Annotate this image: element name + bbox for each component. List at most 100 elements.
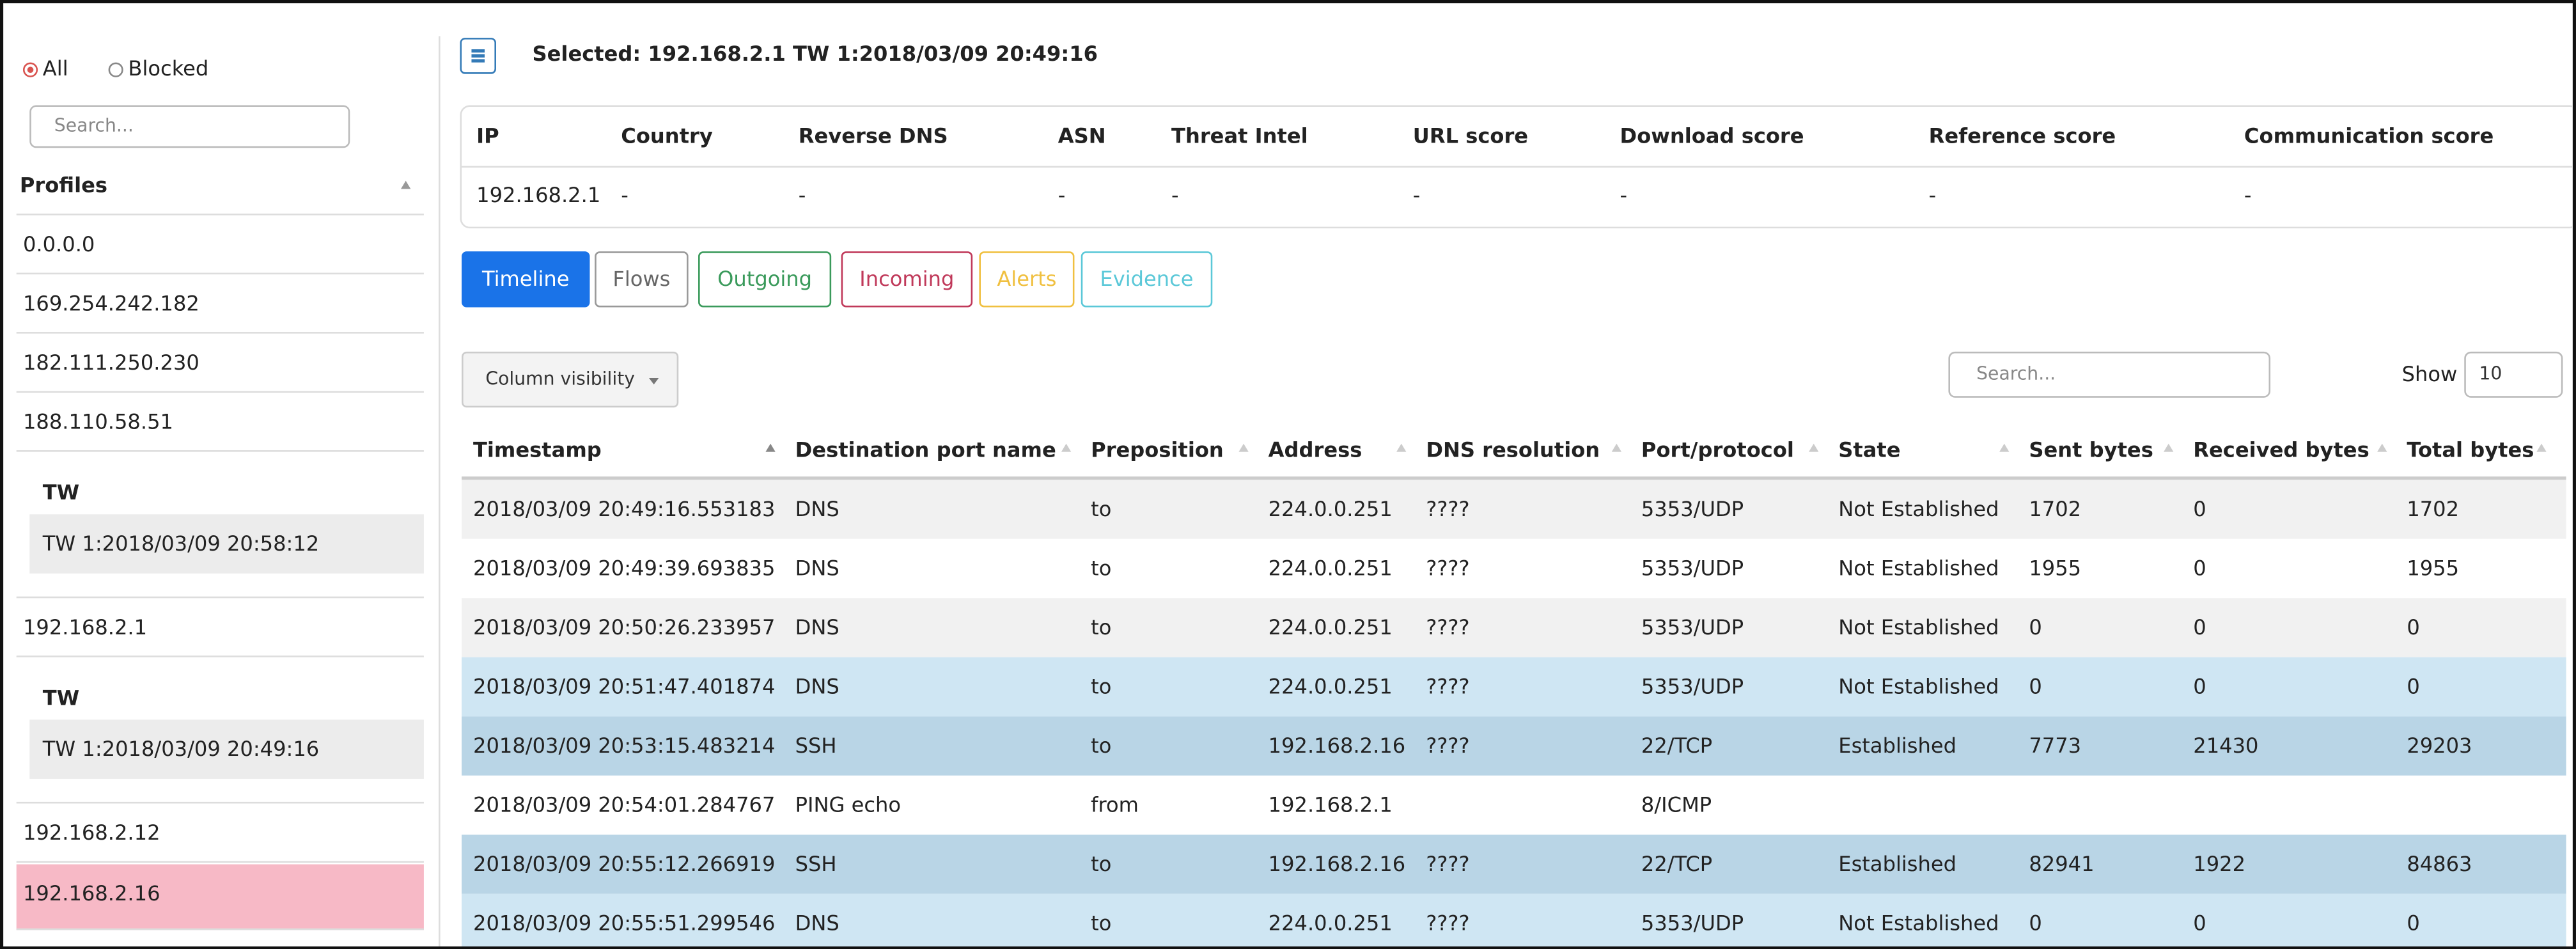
- table-cell: 7773: [2029, 732, 2082, 758]
- table-cell: 5353/UDP: [1641, 614, 1744, 639]
- table-cell: 1955: [2407, 555, 2460, 581]
- profile-item[interactable]: 192.168.2.1: [16, 598, 424, 657]
- column-header[interactable]: Destination port name: [795, 437, 1056, 462]
- info-column-header: Threat Intel: [1171, 123, 1308, 148]
- filter-radio[interactable]: All: [22, 56, 68, 81]
- table-cell: 192.168.2.1: [1268, 792, 1393, 817]
- column-header[interactable]: Sent bytes: [2029, 437, 2153, 462]
- filter-radio[interactable]: Blocked: [108, 56, 208, 81]
- page-size-select[interactable]: 10: [2464, 351, 2563, 398]
- column-header[interactable]: DNS resolution: [1426, 437, 1600, 462]
- table-cell: 224.0.0.251: [1268, 555, 1393, 581]
- sidebar-search[interactable]: Search...: [29, 105, 350, 148]
- selected-label: Selected: 192.168.2.1 TW 1:2018/03/09 20…: [532, 41, 1098, 66]
- table-row[interactable]: 2018/03/09 20:53:15.483214 SSH to 192.168.2…: [462, 716, 2566, 776]
- table-row[interactable]: 2018/03/09 20:51:47.401874 DNS to 224.0.0.2…: [462, 657, 2566, 717]
- sort-icon: [400, 180, 411, 189]
- profile-item[interactable]: 182.111.250.230: [16, 334, 424, 393]
- table-cell: 192.168.2.16: [1268, 851, 1406, 876]
- table-cell: ????: [1426, 910, 1470, 936]
- header-divider: [462, 476, 2566, 480]
- column-header[interactable]: Received bytes: [2193, 437, 2369, 462]
- filter-label: All: [42, 56, 68, 81]
- info-value: -: [1928, 182, 1937, 207]
- profile-item[interactable]: 188.110.58.51: [16, 393, 424, 452]
- table-row[interactable]: 2018/03/09 20:49:39.693835 DNS to 224.0.0.2…: [462, 538, 2566, 599]
- table-cell: 21430: [2193, 732, 2259, 758]
- table-cell: 0: [2407, 910, 2420, 936]
- column-header[interactable]: Total bytes: [2407, 437, 2534, 462]
- table-row[interactable]: 2018/03/09 20:50:26.233957 DNS to 224.0.0.2…: [462, 598, 2566, 657]
- profile-item[interactable]: 0.0.0.0: [16, 216, 424, 275]
- table-search[interactable]: Search...: [1948, 351, 2271, 398]
- table-cell: 2018/03/09 20:49:16.553183: [473, 496, 776, 521]
- sort-icon: [2164, 443, 2174, 452]
- menu-button[interactable]: [460, 38, 496, 74]
- table-cell: to: [1091, 910, 1112, 936]
- table-cell: 224.0.0.251: [1268, 496, 1393, 521]
- table-cell: DNS: [795, 614, 839, 639]
- table-cell: 2018/03/09 20:55:12.266919: [473, 851, 776, 876]
- column-header[interactable]: State: [1838, 437, 1901, 462]
- table-cell: 0: [2029, 614, 2042, 639]
- table-cell: 5353/UDP: [1641, 496, 1744, 521]
- table-cell: to: [1091, 673, 1112, 699]
- sort-icon: [2377, 443, 2387, 452]
- info-column-header: Country: [621, 123, 713, 148]
- table-row[interactable]: 2018/03/09 20:54:01.284767 PING echo from 1…: [462, 775, 2566, 835]
- tab[interactable]: Incoming: [841, 251, 973, 308]
- table-cell: 2018/03/09 20:54:01.284767: [473, 792, 776, 817]
- info-table: [460, 105, 2573, 229]
- column-visibility-button[interactable]: Column visibility: [462, 351, 679, 408]
- table-cell: 5353/UDP: [1641, 555, 1744, 581]
- tab[interactable]: Timeline: [462, 251, 590, 308]
- column-header[interactable]: Timestamp: [473, 437, 602, 462]
- table-cell: 29203: [2407, 732, 2472, 758]
- show-label: Show: [2401, 361, 2458, 386]
- sort-icon: [1061, 443, 1072, 452]
- tab[interactable]: Outgoing: [698, 251, 832, 308]
- profile-item[interactable]: 192.168.2.12: [16, 803, 424, 863]
- table-row[interactable]: 2018/03/09 20:55:51.299546 DNS to 224.0.0.2…: [462, 893, 2566, 946]
- tab[interactable]: Alerts: [979, 251, 1075, 308]
- tab[interactable]: Evidence: [1081, 251, 1213, 308]
- table-cell: 0: [2029, 910, 2042, 936]
- table-cell: from: [1091, 792, 1139, 817]
- table-cell: ????: [1426, 555, 1470, 581]
- info-column-header: Reverse DNS: [798, 123, 948, 148]
- column-header[interactable]: Address: [1268, 437, 1362, 462]
- table-cell: PING echo: [795, 792, 902, 817]
- table-cell: 22/TCP: [1641, 732, 1713, 758]
- column-header[interactable]: Port/protocol: [1641, 437, 1794, 462]
- tab[interactable]: Flows: [595, 251, 689, 308]
- profile-item[interactable]: 169.254.242.182: [16, 274, 424, 334]
- table-cell: 0: [2407, 614, 2420, 639]
- table-cell: DNS: [795, 555, 839, 581]
- info-column-header: Reference score: [1928, 123, 2116, 148]
- table-row[interactable]: 2018/03/09 20:55:12.266919 SSH to 192.168.2…: [462, 835, 2566, 894]
- sort-icon: [1999, 443, 2010, 452]
- table-cell: 22/TCP: [1641, 851, 1713, 876]
- info-value: -: [1058, 182, 1066, 207]
- table-cell: 0: [2193, 673, 2206, 699]
- table-cell: to: [1091, 614, 1112, 639]
- table-row[interactable]: 2018/03/09 20:49:16.553183 DNS to 224.0.0.2…: [462, 480, 2566, 539]
- table-cell: 0: [2193, 910, 2206, 936]
- table-cell: to: [1091, 732, 1112, 758]
- profile-item-selected[interactable]: 192.168.2.16: [16, 864, 424, 930]
- table-cell: Not Established: [1838, 910, 1999, 936]
- table-cell: 2018/03/09 20:49:39.693835: [473, 555, 776, 581]
- tw-header: TW: [42, 685, 80, 710]
- timewindow-item[interactable]: TW 1:2018/03/09 20:49:16: [29, 719, 424, 779]
- table-cell: ????: [1426, 732, 1470, 758]
- table-cell: DNS: [795, 910, 839, 936]
- timewindow-item[interactable]: TW 1:2018/03/09 20:58:12: [29, 514, 424, 574]
- table-cell: 2018/03/09 20:53:15.483214: [473, 732, 776, 758]
- info-value: -: [798, 182, 806, 207]
- column-header[interactable]: Preposition: [1091, 437, 1224, 462]
- table-cell: DNS: [795, 496, 839, 521]
- table-cell: Not Established: [1838, 673, 1999, 699]
- table-cell: to: [1091, 851, 1112, 876]
- table-cell: 2018/03/09 20:55:51.299546: [473, 910, 776, 936]
